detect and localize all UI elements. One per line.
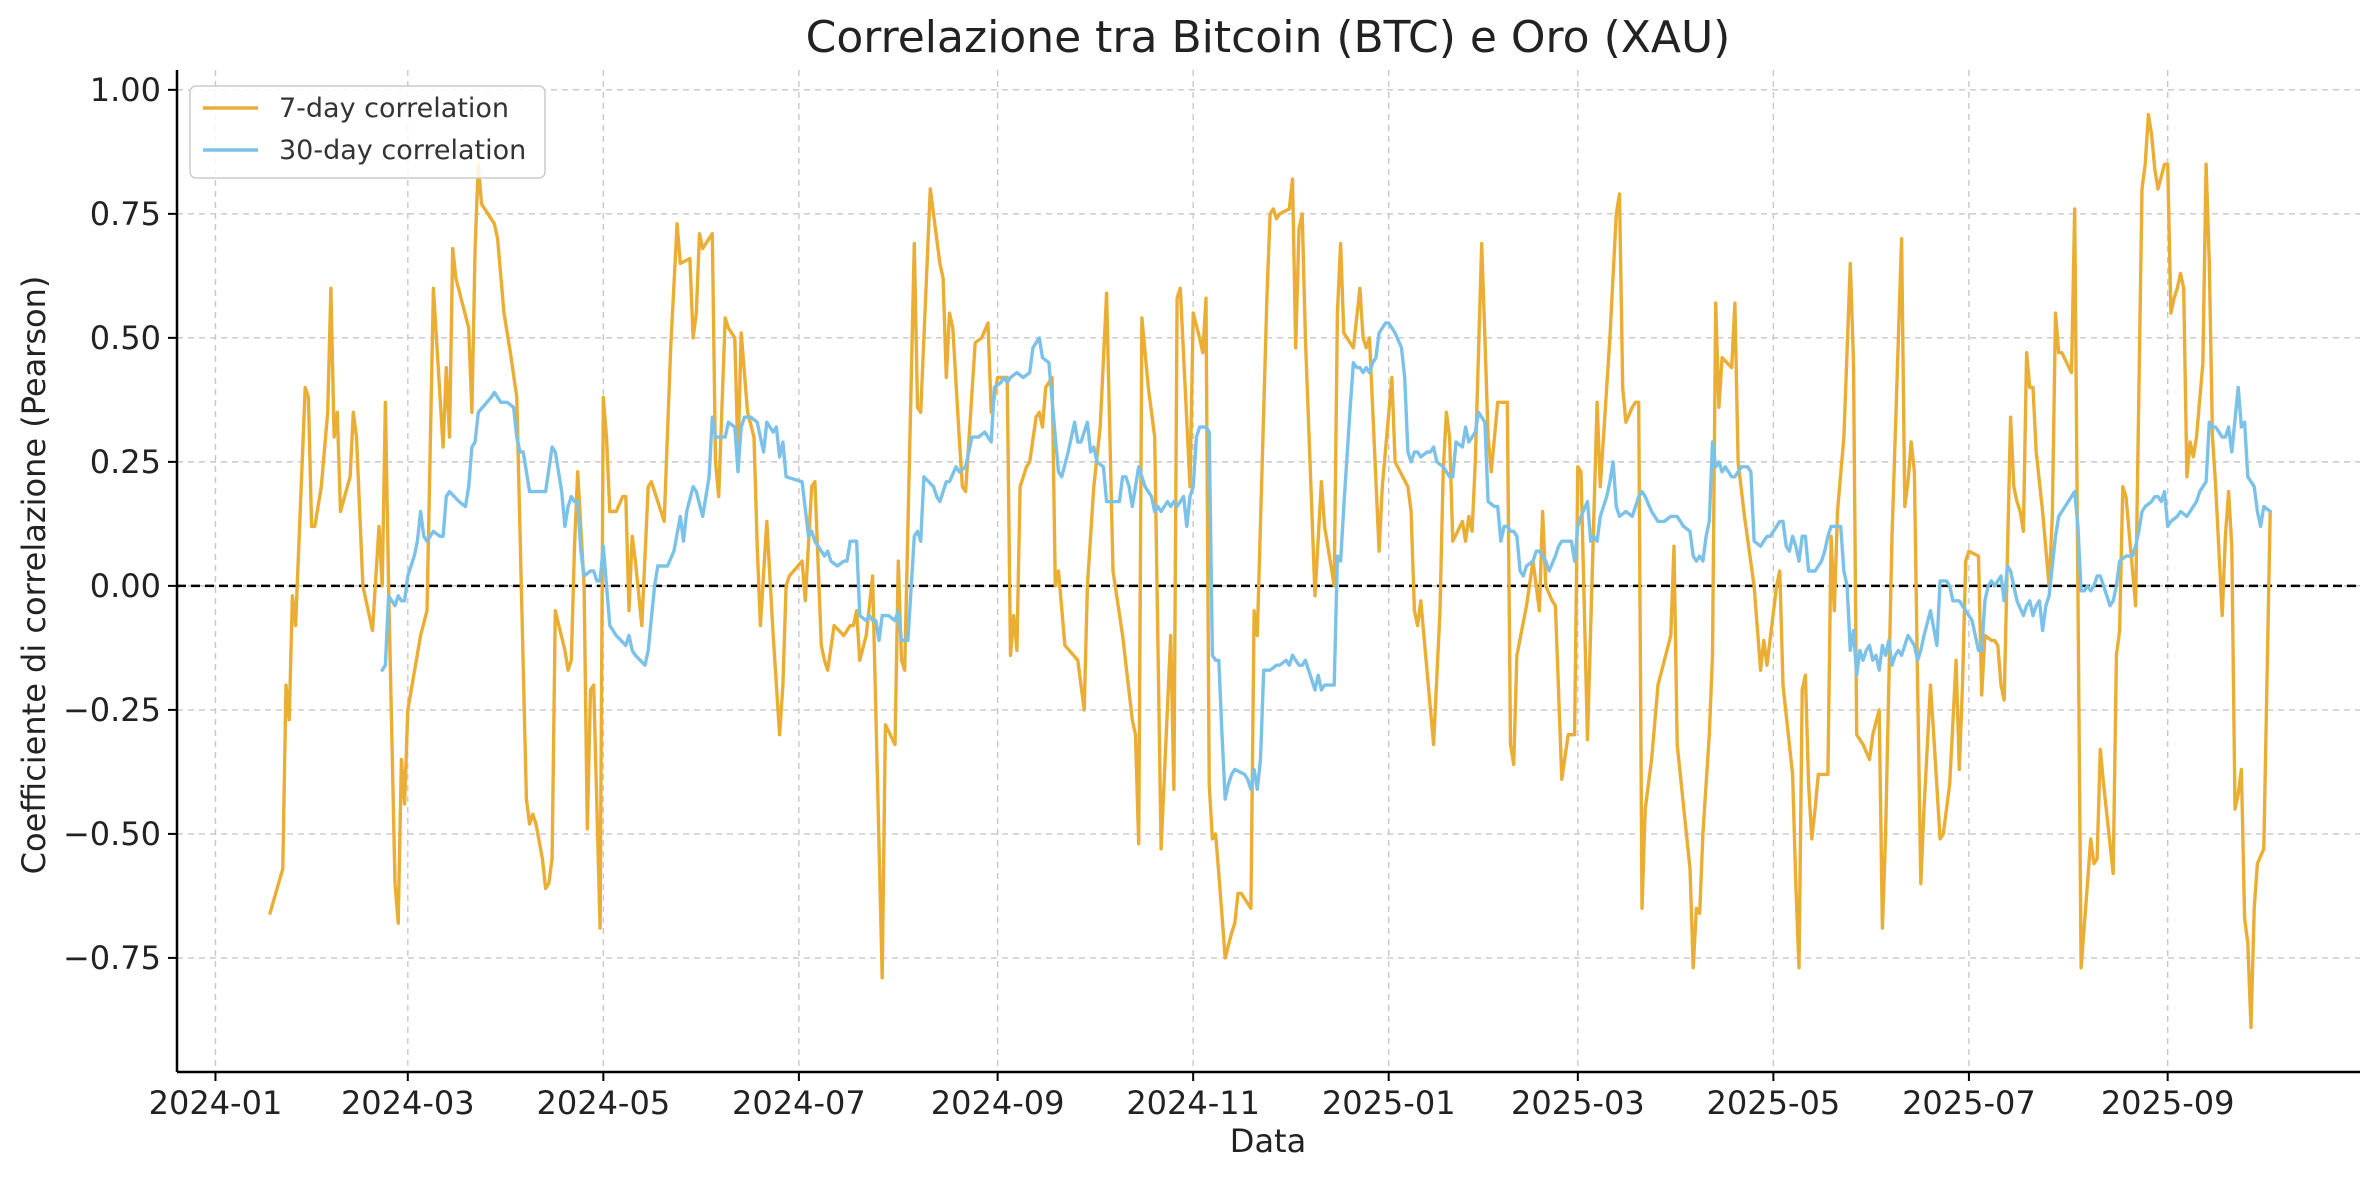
x-tick-label: 2025-09 xyxy=(2101,1084,2235,1122)
legend-label-7-day: 7-day correlation xyxy=(279,93,509,124)
y-tick-label: 0.00 xyxy=(90,567,161,605)
y-axis-title: Coefficiente di correlazione (Pearson) xyxy=(15,276,53,875)
y-tick-label: 1.00 xyxy=(90,71,161,109)
y-tick-label: −0.75 xyxy=(63,939,161,977)
x-tick-label: 2024-05 xyxy=(536,1084,670,1122)
y-tick-label: 0.50 xyxy=(90,319,161,357)
x-tick-label: 2024-09 xyxy=(931,1084,1065,1122)
chart-title: Correlazione tra Bitcoin (BTC) e Oro (XA… xyxy=(806,12,1731,63)
x-tick-label: 2025-05 xyxy=(1707,1084,1841,1122)
series-line-30-day-correlation xyxy=(380,321,2272,801)
grid-lines xyxy=(177,70,2360,1072)
series-lines xyxy=(268,112,2272,1030)
x-axis-ticks: 2024-01 2024-03 2024-05 2024-07 2024-09 2024-… xyxy=(149,1072,2235,1122)
series-line-7-day-correlation xyxy=(268,112,2272,1030)
legend-label-30-day: 30-day correlation xyxy=(279,135,526,166)
legend: 7-day correlation 30-day correlation xyxy=(189,85,546,179)
axes xyxy=(175,70,2360,1074)
x-tick-label: 2024-11 xyxy=(1126,1084,1260,1122)
y-axis-ticks: 1.00 0.75 0.50 0.25 0.00 −0.25 −0.50 −0.75 xyxy=(63,71,177,977)
y-tick-label: 0.25 xyxy=(90,443,161,481)
x-tick-label: 2024-07 xyxy=(732,1084,866,1122)
y-tick-label: 0.75 xyxy=(90,195,161,233)
x-axis-title: Data xyxy=(1230,1122,1306,1160)
x-tick-label: 2025-03 xyxy=(1511,1084,1645,1122)
x-tick-label: 2024-03 xyxy=(341,1084,475,1122)
x-tick-label: 2024-01 xyxy=(149,1084,283,1122)
legend-frame xyxy=(189,85,546,179)
y-tick-label: −0.25 xyxy=(63,691,161,729)
x-tick-label: 2025-07 xyxy=(1902,1084,2036,1122)
x-tick-label: 2025-01 xyxy=(1322,1084,1456,1122)
y-tick-label: −0.50 xyxy=(63,815,161,853)
